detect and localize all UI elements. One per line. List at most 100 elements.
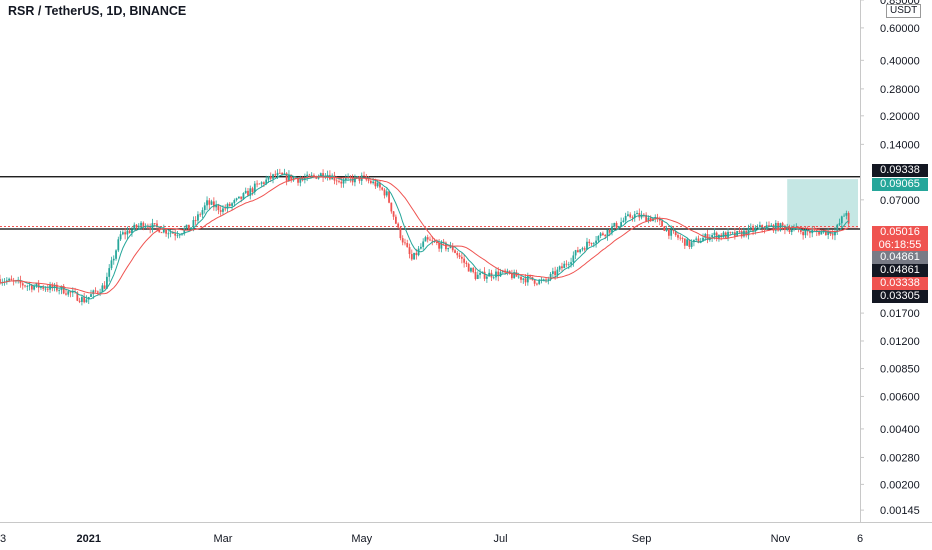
candle-body: [538, 280, 541, 284]
candle-body: [570, 262, 572, 265]
candle-body: [96, 291, 99, 293]
candle-body: [463, 258, 466, 263]
candle-body: [94, 290, 97, 292]
candle-body: [5, 280, 8, 282]
x-tick-label: 2021: [76, 533, 100, 545]
y-tick-label: 0.01200: [880, 336, 920, 348]
candle-body: [818, 231, 820, 235]
candle-body: [472, 267, 475, 273]
candle-body: [429, 239, 431, 241]
candle-body: [244, 190, 247, 194]
candle-body: [8, 278, 11, 281]
candle-body: [303, 178, 306, 180]
candle-body: [704, 234, 707, 238]
candle-body: [99, 292, 102, 294]
candle-body: [834, 231, 836, 236]
candle-body: [42, 286, 45, 289]
candle-body: [677, 235, 679, 238]
candle-body: [604, 234, 607, 237]
candle-body: [681, 238, 684, 239]
price-label: 0.04861: [872, 251, 928, 264]
y-tick-label: 0.00850: [880, 364, 920, 376]
candle-body: [693, 239, 695, 243]
candle-body: [761, 225, 764, 229]
candle-body: [617, 226, 620, 228]
candle-body: [308, 174, 311, 176]
candle-body: [269, 176, 272, 179]
y-tick-label: 0.00145: [880, 505, 920, 517]
candle-body: [576, 250, 579, 253]
candle-body: [294, 177, 297, 179]
candle-body: [781, 223, 784, 226]
candle-body: [65, 293, 67, 295]
candle-body: [133, 224, 136, 230]
candle-body: [212, 201, 215, 208]
candle-body: [599, 233, 602, 237]
candle-body: [690, 242, 693, 247]
candle-body: [485, 276, 488, 279]
currency-unit[interactable]: USDT: [886, 4, 922, 18]
candle-body: [319, 173, 322, 177]
candle-body: [583, 248, 586, 250]
candle-body: [190, 227, 193, 230]
candle-body: [454, 250, 456, 253]
candle-body: [103, 285, 106, 289]
candle-body: [520, 276, 522, 280]
candle-body: [640, 214, 643, 218]
candle-body: [629, 214, 632, 218]
candle-body: [556, 269, 559, 276]
candle-body: [322, 173, 324, 178]
y-tick-label: 0.40000: [880, 55, 920, 67]
candle-body: [137, 225, 140, 228]
candle-body: [367, 179, 370, 181]
candle-body: [260, 182, 263, 184]
candle-body: [251, 188, 254, 193]
candle-body: [615, 222, 618, 228]
candle-body: [162, 229, 165, 233]
candle-body: [372, 181, 375, 184]
candle-body: [24, 285, 26, 287]
candle-body: [729, 231, 732, 233]
candle-body: [176, 235, 179, 237]
candle-body: [0, 279, 1, 284]
candle-body: [422, 241, 425, 247]
candle-body: [192, 220, 195, 228]
y-tick-label: 0.85000: [880, 0, 920, 7]
candle-body: [611, 226, 613, 233]
candle-body: [415, 252, 418, 256]
candle-body: [83, 297, 86, 303]
candle-body: [385, 191, 388, 196]
price-label: 0.09338: [872, 164, 928, 177]
candle-body: [542, 279, 545, 281]
candle-body: [306, 174, 309, 179]
candle-body: [424, 237, 427, 242]
candle-body: [167, 233, 170, 235]
candle-body: [201, 210, 204, 215]
candle-body: [226, 203, 229, 209]
candle-body: [670, 229, 673, 236]
candle-body: [579, 249, 582, 253]
candle-body: [272, 174, 274, 179]
candle-body: [563, 263, 566, 269]
candle-body: [128, 230, 131, 234]
y-tick-label: 0.20000: [880, 111, 920, 123]
candle-body: [33, 286, 36, 290]
candle-body: [572, 255, 575, 263]
candle-body: [172, 232, 174, 234]
candle-body: [376, 182, 379, 187]
price-label: 06:18:55: [872, 239, 928, 252]
candle-body: [397, 223, 400, 228]
candle-body: [67, 291, 70, 295]
candle-body: [695, 238, 698, 240]
chart-title: RSR / TetherUS, 1D, BINANCE: [8, 4, 187, 18]
candle-body: [92, 290, 95, 295]
candle-body: [667, 228, 670, 236]
candle-body: [169, 232, 172, 234]
candle-body: [435, 241, 438, 244]
candle-body: [153, 223, 156, 224]
candle-body: [283, 173, 286, 175]
candle-body: [126, 230, 129, 235]
x-tick-label: Nov: [771, 533, 791, 545]
candle-body: [743, 230, 745, 237]
